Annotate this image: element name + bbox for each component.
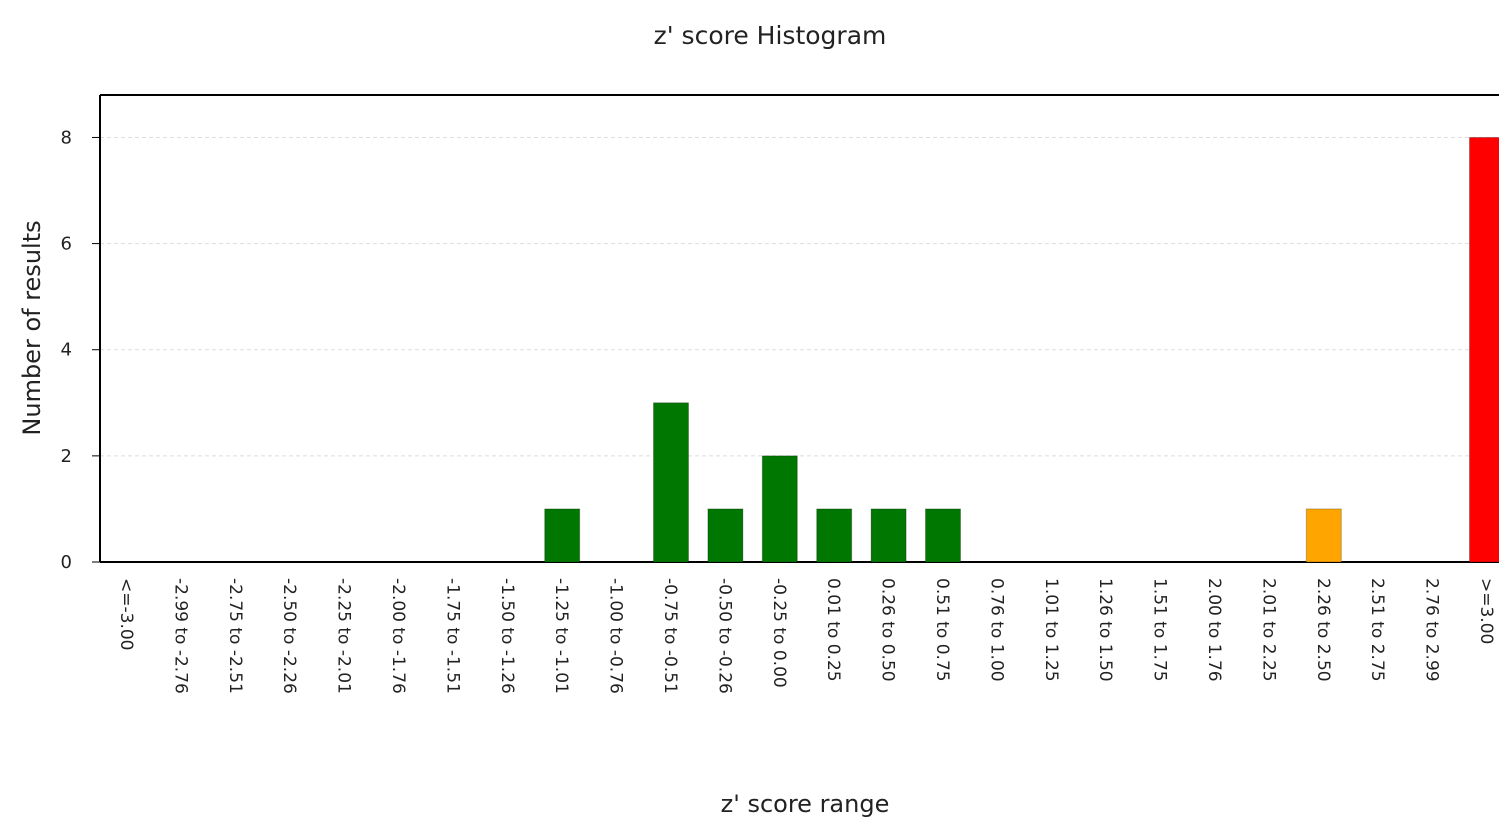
x-axis-label: z' score range (721, 790, 890, 818)
y-tick-label: 2 (61, 446, 72, 467)
bar (816, 508, 853, 563)
bar (925, 508, 961, 563)
x-tick-label: 0.01 to 0.25 (823, 578, 843, 682)
x-tick-label: 2.51 to 2.75 (1367, 578, 1387, 682)
x-tick-label: 1.01 to 1.25 (1041, 578, 1061, 682)
x-tick-label: -2.75 to -2.51 (225, 578, 245, 694)
x-tick-label: 2.00 to 1.76 (1204, 578, 1224, 682)
x-tick-label: -1.75 to -1.51 (442, 578, 462, 694)
x-tick-label: -0.25 to 0.00 (769, 578, 789, 688)
bar (1469, 136, 1499, 563)
y-tick-label: 0 (61, 552, 72, 573)
x-tick-label: 0.26 to 0.50 (878, 578, 898, 682)
x-tick-label: 0.76 to 1.00 (986, 578, 1006, 682)
x-tick-label: -2.99 to -2.76 (170, 578, 190, 694)
bar (1305, 508, 1342, 563)
x-tick-label: <=-3.00 (116, 578, 136, 650)
x-tick-label: 1.26 to 1.50 (1095, 578, 1115, 682)
x-tick-label: -1.25 to -1.01 (551, 578, 571, 694)
y-tick-label: 4 (61, 340, 72, 361)
x-tick-label: 2.01 to 2.25 (1258, 578, 1278, 682)
x-tick-label: -0.75 to -0.51 (660, 578, 680, 694)
x-tick-label: -1.00 to -0.76 (606, 578, 626, 694)
bar (707, 508, 744, 563)
x-tick-label: -2.25 to -2.01 (334, 578, 354, 694)
bar (653, 402, 689, 563)
x-tick-label: -0.50 to -0.26 (714, 578, 734, 694)
y-axis-label: Number of results (18, 220, 46, 435)
x-tick-label: 2.76 to 2.99 (1422, 578, 1442, 682)
x-tick-label: 1.51 to 1.75 (1150, 578, 1170, 682)
chart-title: z' score Histogram (654, 21, 887, 50)
y-tick-label: 8 (61, 127, 72, 148)
x-tick-label: -2.50 to -2.26 (279, 578, 299, 694)
x-tick-label: -1.50 to -1.26 (497, 578, 517, 694)
bar (761, 455, 798, 563)
x-tick-label: 0.51 to 0.75 (932, 578, 952, 682)
x-tick-label: -2.00 to -1.76 (388, 578, 408, 694)
x-tick-label: 2.26 to 2.50 (1313, 578, 1333, 682)
bar (870, 508, 907, 563)
y-tick-label: 6 (61, 234, 72, 255)
x-tick-label: >=3.00 (1476, 578, 1496, 644)
bar (544, 508, 581, 563)
